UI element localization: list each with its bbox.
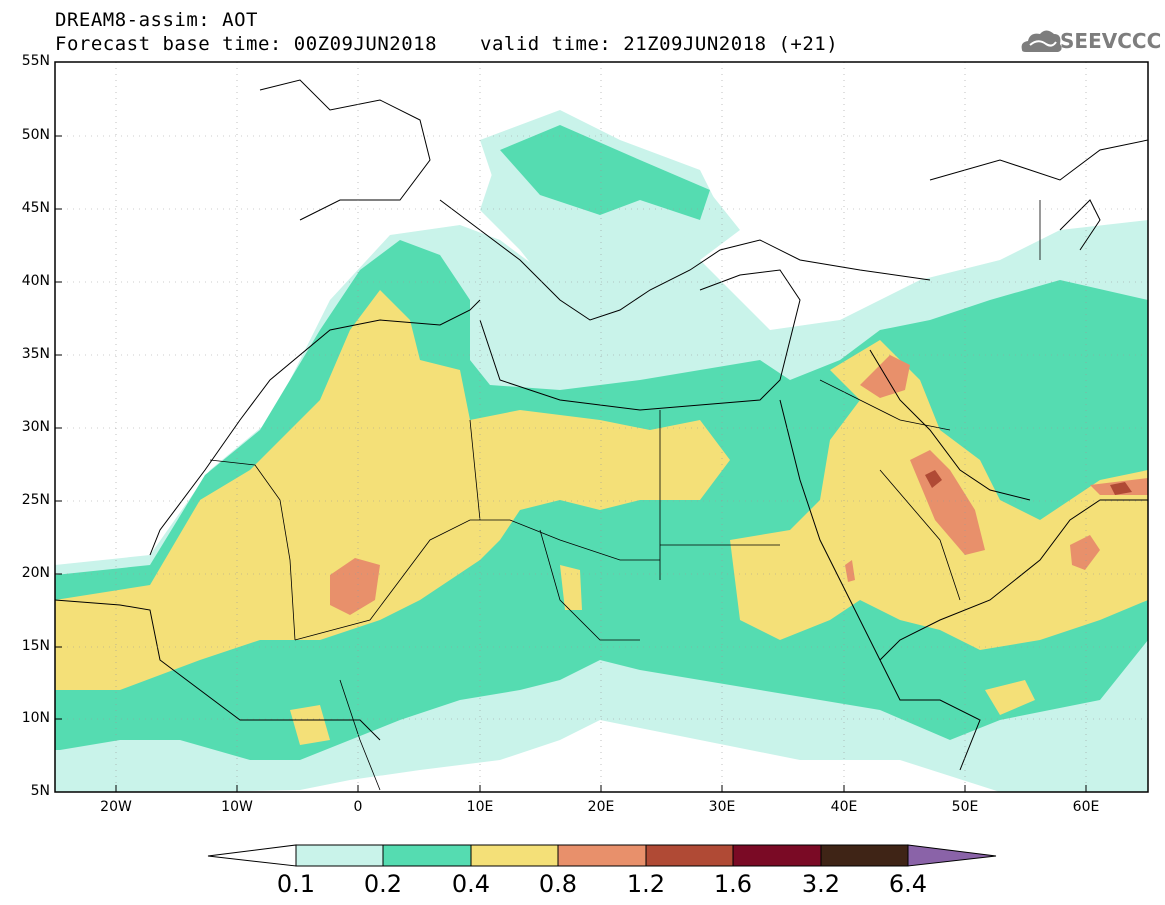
coastlines [55, 79, 1148, 771]
lon-label: 10E [466, 799, 494, 815]
cloud-icon [1021, 30, 1062, 52]
lat-label: 45N [21, 200, 50, 216]
lat-label: 25N [21, 492, 50, 508]
lat-label: 40N [21, 273, 50, 289]
lat-label: 20N [21, 565, 50, 581]
colorbar-segment-under [207, 844, 297, 867]
lon-label: 30E [708, 799, 736, 815]
map-title: DREAM8-assim: AOT [55, 9, 258, 31]
colorbar-label: 1.2 [626, 870, 666, 898]
colorbar [207, 844, 997, 867]
country-borders [209, 200, 1041, 791]
axis-ticks [55, 61, 1087, 793]
colorbar-label: 1.6 [713, 870, 753, 898]
forecast-base-time: Forecast base time: 00Z09JUN2018 [55, 33, 438, 55]
colorbar-label: 6.4 [888, 870, 928, 898]
lat-label: 10N [21, 710, 50, 726]
colorbar-segment-2 [382, 844, 472, 867]
lon-label: 10W [221, 799, 253, 815]
lon-label: 20E [587, 799, 615, 815]
colorbar-label: 3.2 [801, 870, 841, 898]
logo-text: SEEVCCC [1060, 29, 1162, 53]
colorbar-label: 0.4 [451, 870, 491, 898]
lat-label: 5N [30, 783, 50, 799]
colorbar-segment-1 [295, 844, 384, 867]
lat-label: 15N [21, 638, 50, 654]
colorbar-segment-over [907, 844, 997, 867]
lon-label: 60E [1072, 799, 1100, 815]
aot-field-05 [925, 470, 1132, 495]
lat-label: 30N [21, 419, 50, 435]
colorbar-segment-6 [732, 844, 822, 867]
lon-label: 20W [100, 799, 132, 815]
lon-label: 50E [951, 799, 979, 815]
colorbar-segment-4 [557, 844, 647, 867]
lat-label: 55N [21, 53, 50, 69]
colorbar-segment-5 [645, 844, 734, 867]
lat-label: 35N [21, 346, 50, 362]
lat-lon-grid [55, 62, 1148, 792]
colorbar-label: 0.2 [363, 870, 403, 898]
lon-label: 0 [353, 799, 363, 815]
valid-time: valid time: 21Z09JUN2018 (+21) [480, 33, 839, 55]
colorbar-label: 0.8 [538, 870, 578, 898]
colorbar-segment-3 [470, 844, 559, 867]
colorbar-segment-7 [820, 844, 909, 867]
lat-label: 50N [21, 127, 50, 143]
colorbar-label: 0.1 [276, 870, 316, 898]
lon-label: 40E [830, 799, 858, 815]
